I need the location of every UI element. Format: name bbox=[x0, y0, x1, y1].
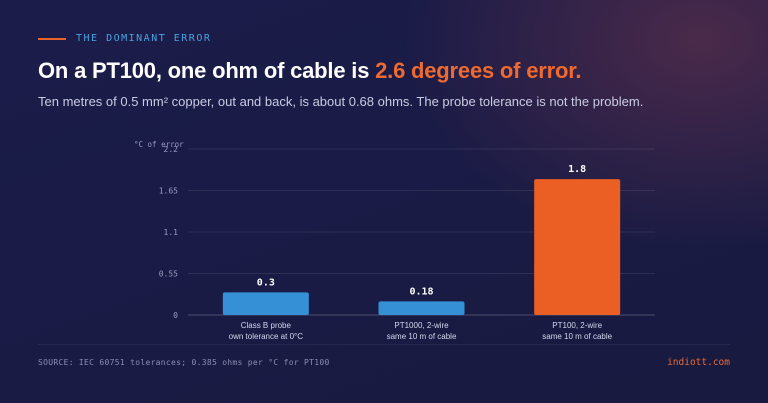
x-tick-label: PT100, 2-wire bbox=[552, 321, 602, 330]
page-title: On a PT100, one ohm of cable is 2.6 degr… bbox=[38, 58, 581, 84]
bar bbox=[222, 292, 309, 315]
data-label: 0.3 bbox=[257, 277, 275, 288]
y-tick-label: 1.1 bbox=[164, 228, 179, 237]
x-tick-label: own tolerance at 0°C bbox=[229, 332, 304, 341]
data-label: 1.8 bbox=[568, 164, 586, 175]
y-tick-label: 0 bbox=[173, 311, 178, 320]
subtitle: Ten metres of 0.5 mm² copper, out and ba… bbox=[38, 94, 644, 109]
bar bbox=[534, 179, 621, 315]
brand-link[interactable]: indiott.com bbox=[667, 357, 730, 368]
eyebrow-text: THE DOMINANT ERROR bbox=[76, 33, 212, 44]
x-tick-label: same 10 m of cable bbox=[542, 332, 612, 341]
x-tick-label: same 10 m of cable bbox=[387, 332, 457, 341]
source-note: SOURCE: IEC 60751 tolerances; 0.385 ohms… bbox=[38, 358, 330, 367]
footer-divider bbox=[38, 344, 730, 345]
bar bbox=[378, 301, 465, 315]
eyebrow-rule bbox=[38, 37, 66, 40]
y-tick-label: 2.2 bbox=[164, 145, 179, 154]
y-tick-label: 0.55 bbox=[159, 270, 178, 279]
x-tick-label: PT1000, 2-wire bbox=[394, 321, 449, 330]
data-label: 0.18 bbox=[409, 286, 433, 297]
eyebrow: THE DOMINANT ERROR bbox=[38, 33, 211, 44]
title-prefix: On a PT100, one ohm of cable is bbox=[38, 58, 376, 83]
y-axis-label: °C of error bbox=[134, 140, 184, 149]
title-highlight: 2.6 degrees of error. bbox=[375, 58, 582, 83]
x-tick-label: Class B probe bbox=[241, 321, 292, 330]
y-tick-label: 1.65 bbox=[159, 187, 178, 196]
